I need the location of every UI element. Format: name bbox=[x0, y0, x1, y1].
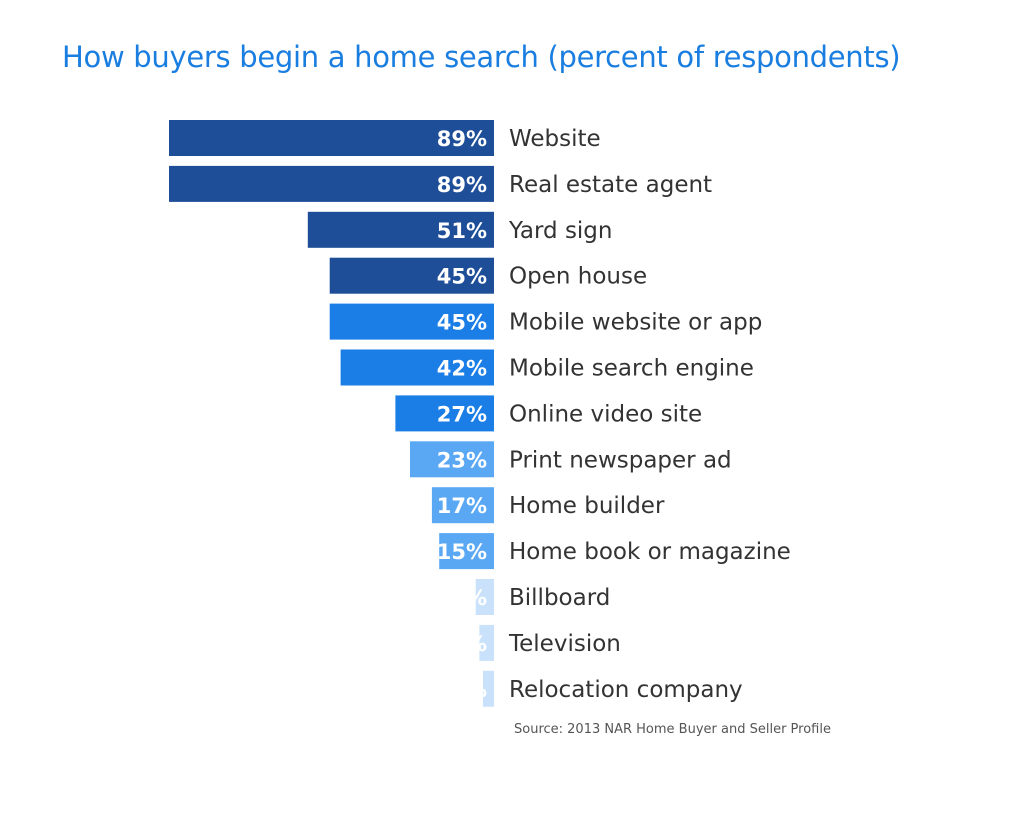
bar-value-label: 17% bbox=[437, 494, 487, 518]
bar-home-builder bbox=[431, 487, 494, 524]
category-label: Open house bbox=[509, 264, 647, 290]
bar-relocation-company bbox=[483, 670, 494, 707]
bar-value-label: 27% bbox=[437, 402, 487, 426]
bar-value-label: 5% bbox=[451, 586, 487, 610]
bar-mobile-search-engine bbox=[340, 349, 494, 386]
bar-value-label: 42% bbox=[437, 357, 487, 381]
bar-print-newspaper-ad bbox=[410, 441, 494, 478]
category-label: Home book or magazine bbox=[509, 539, 791, 565]
category-label: Yard sign bbox=[508, 218, 613, 244]
bar-value-label: 23% bbox=[437, 448, 487, 472]
bar-value-label: 45% bbox=[437, 311, 487, 335]
category-label: Relocation company bbox=[509, 677, 743, 703]
bars-group: 89% Website 89% Real estate agent 51% Yard si… bbox=[169, 120, 791, 707]
bar-website bbox=[169, 120, 494, 156]
category-label: Mobile search engine bbox=[509, 356, 754, 382]
bar-billboard bbox=[475, 579, 494, 615]
bar-home-book-or-magazine bbox=[439, 533, 494, 570]
bar-value-label: 4% bbox=[451, 632, 487, 656]
bar-value-label: 3% bbox=[451, 678, 487, 702]
bar-value-label: 89% bbox=[437, 173, 487, 197]
category-label: Billboard bbox=[509, 585, 610, 611]
category-label: Television bbox=[508, 631, 621, 657]
bar-yard-sign bbox=[307, 211, 494, 248]
bar-television bbox=[479, 624, 494, 661]
chart-title: How buyers begin a home search (percent … bbox=[62, 40, 901, 74]
category-label: Online video site bbox=[509, 401, 702, 427]
category-label: Print newspaper ad bbox=[509, 447, 732, 473]
bar-online-video-site bbox=[395, 395, 494, 432]
source-note: Source: 2013 NAR Home Buyer and Seller P… bbox=[514, 722, 831, 737]
bar-real-estate-agent bbox=[169, 165, 494, 202]
category-label: Home builder bbox=[509, 493, 665, 519]
category-label: Mobile website or app bbox=[509, 310, 762, 336]
bar-mobile-website-or-app bbox=[329, 303, 494, 340]
bar-value-label: 45% bbox=[437, 265, 487, 289]
bar-value-label: 89% bbox=[437, 127, 487, 151]
category-label: Real estate agent bbox=[509, 172, 712, 198]
bar-open-house bbox=[329, 257, 494, 294]
category-label: Website bbox=[509, 126, 601, 152]
bar-value-label: 15% bbox=[437, 540, 487, 564]
bar-value-label: 51% bbox=[437, 219, 487, 243]
